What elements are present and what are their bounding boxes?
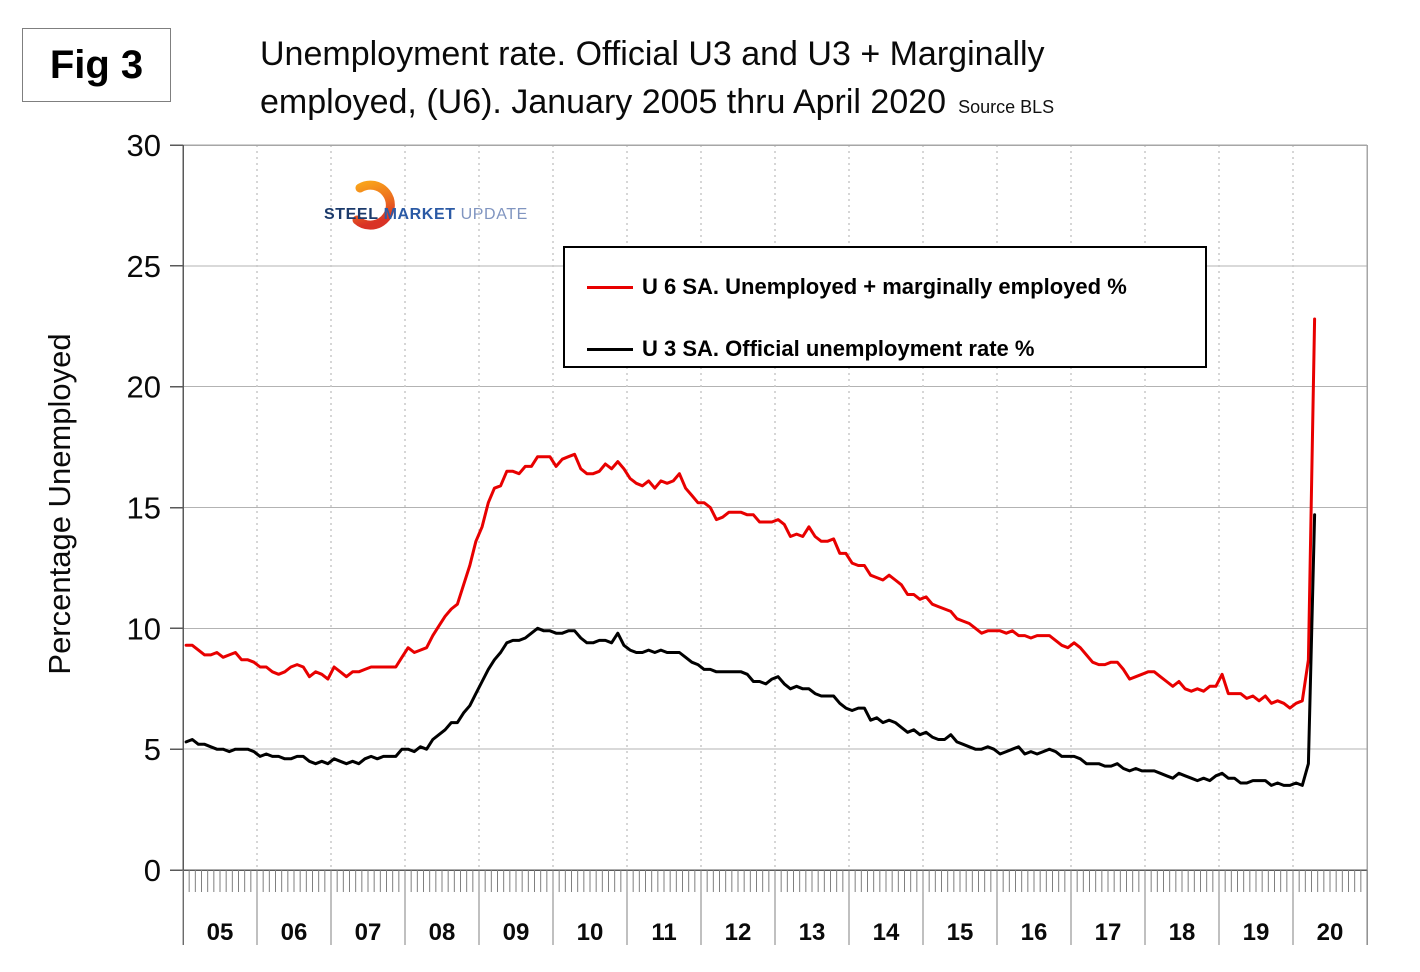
x-year-labels: 05 06 07 08 09 10 11 12 13 14 15 16 17 18 19 20	[207, 919, 1344, 946]
y-tick-marks	[170, 144, 183, 871]
x-year-label: 17	[1095, 919, 1122, 946]
border-path	[183, 144, 1368, 945]
legend: U 6 SA. Unemployed + marginally employed…	[563, 246, 1207, 368]
x-year-label: 19	[1243, 919, 1270, 946]
x-year-label: 07	[355, 919, 382, 946]
legend-label-u3: U 3 SA. Official unemployment rate %	[642, 336, 1035, 361]
logo-word-market: MARKET	[383, 206, 456, 223]
x-year-label: 11	[651, 919, 676, 946]
legend-line-sample-u6	[587, 285, 633, 289]
chart-title-line1: Unemployment rate. Official U3 and U3 + …	[260, 35, 1045, 73]
y-axis-title: Percentage Unemployed	[42, 333, 77, 675]
horizontal-gridlines	[183, 265, 1367, 750]
source-note: Source BLS	[958, 97, 1055, 117]
steel-market-update-logo: STEEL MARKET UPDATE	[324, 180, 527, 234]
logo-word-steel: STEEL	[324, 206, 379, 223]
chart-title-line2-text: employed, (U6). January 2005 thru April …	[260, 83, 947, 121]
y-tick-label: 0	[144, 853, 161, 888]
legend-label-u6: U 6 SA. Unemployed + marginally employed…	[642, 274, 1127, 299]
y-tick-label: 20	[127, 370, 161, 405]
legend-line-sample-u3	[587, 347, 633, 351]
x-year-label: 09	[503, 919, 530, 946]
logo-text: STEEL MARKET UPDATE	[324, 206, 528, 224]
y-tick-labels: 0 5 10 15 20 25 30	[127, 128, 161, 888]
axes-and-ticks	[170, 144, 1368, 945]
y-tick-label: 25	[127, 249, 161, 284]
y-tick-label: 15	[127, 491, 161, 526]
y-tick-label: 10	[127, 611, 161, 646]
x-year-label: 18	[1169, 919, 1196, 946]
h-gridline-path	[183, 265, 1367, 750]
legend-item-u3: U 3 SA. Official unemployment rate %	[587, 336, 1034, 362]
data-series	[184, 317, 1317, 787]
x-year-label: 15	[947, 919, 974, 946]
y-tick-label: 5	[144, 732, 161, 767]
x-year-label: 10	[577, 919, 604, 946]
x-year-label: 06	[281, 919, 308, 946]
x-year-label: 05	[207, 919, 234, 946]
legend-item-u6: U 6 SA. Unemployed + marginally employed…	[587, 274, 1127, 300]
x-year-label: 13	[799, 919, 826, 946]
logo-word-update: UPDATE	[460, 206, 528, 223]
y-tick-label: 30	[127, 128, 161, 163]
plot-borders	[183, 144, 1368, 945]
x-year-label: 12	[725, 919, 752, 946]
logo-crescent-icon	[352, 180, 395, 230]
x-year-label: 16	[1021, 919, 1048, 946]
x-year-label: 14	[873, 919, 900, 946]
x-year-label: 08	[429, 919, 456, 946]
year-separator-lines	[182, 870, 1368, 945]
x-year-label: 20	[1317, 919, 1344, 946]
series-line-u3	[184, 513, 1317, 787]
series-line-u6	[184, 317, 1317, 710]
figure-number-label: Fig 3	[49, 42, 144, 87]
figure-number-box: Fig 3	[22, 28, 171, 102]
chart-title-line2: employed, (U6). January 2005 thru April …	[260, 78, 1054, 131]
chart-title: Unemployment rate. Official U3 and U3 + …	[260, 30, 1054, 131]
